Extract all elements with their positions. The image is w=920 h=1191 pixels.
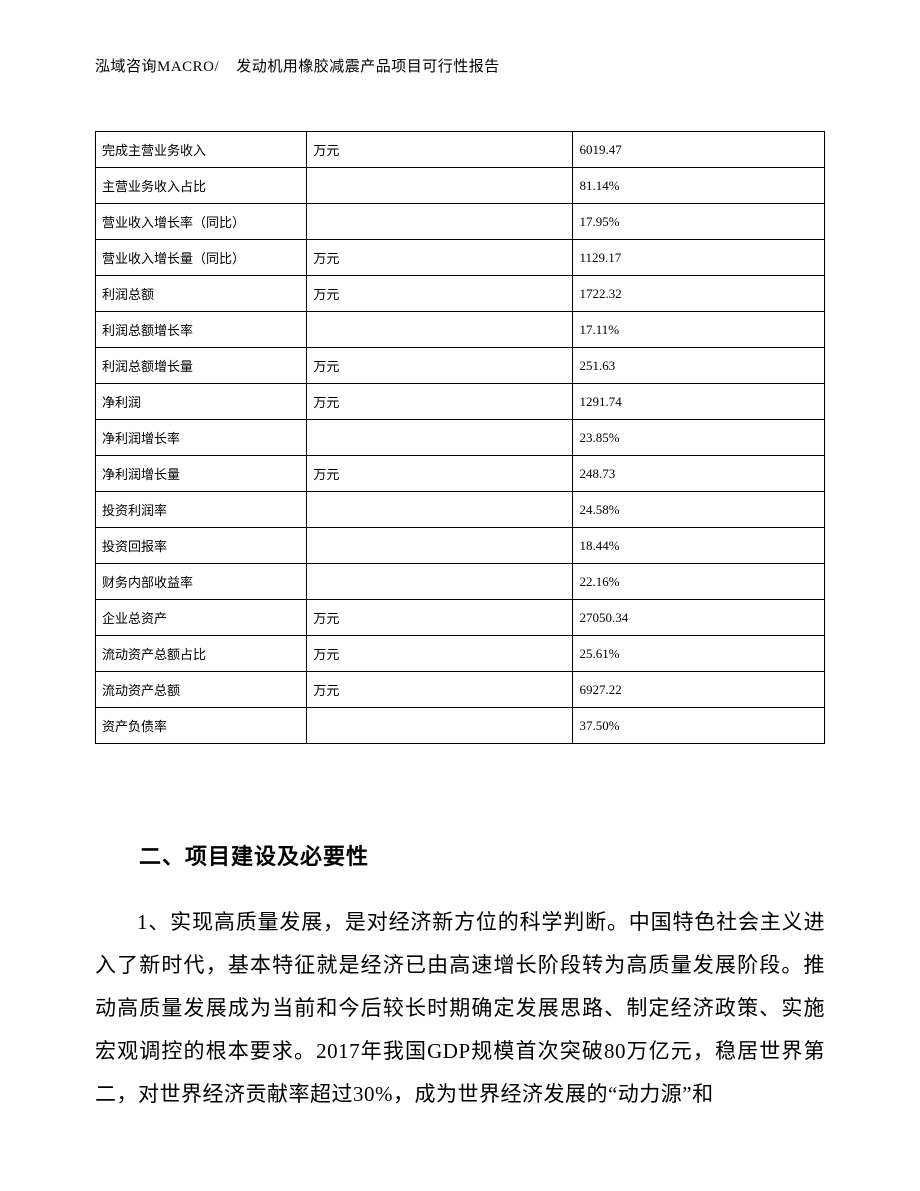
cell-unit: 万元: [307, 240, 573, 276]
cell-value: 81.14%: [573, 168, 825, 204]
cell-label: 利润总额: [96, 276, 307, 312]
cell-unit: 万元: [307, 384, 573, 420]
cell-unit: [307, 420, 573, 456]
table-row: 利润总额增长率 17.11%: [96, 312, 825, 348]
table-row: 资产负债率 37.50%: [96, 708, 825, 744]
cell-label: 企业总资产: [96, 600, 307, 636]
cell-unit: 万元: [307, 636, 573, 672]
cell-value: 1722.32: [573, 276, 825, 312]
page-header: 泓域咨询MACRO/ 发动机用橡胶减震产品项目可行性报告: [95, 55, 825, 76]
body-paragraph: 1、实现高质量发展，是对经济新方位的科学判断。中国特色社会主义进入了新时代，基本…: [95, 901, 825, 1116]
cell-label: 净利润增长量: [96, 456, 307, 492]
cell-label: 投资回报率: [96, 528, 307, 564]
table-row: 流动资产总额 万元 6927.22: [96, 672, 825, 708]
cell-value: 24.58%: [573, 492, 825, 528]
cell-value: 17.95%: [573, 204, 825, 240]
cell-value: 25.61%: [573, 636, 825, 672]
table-row: 净利润 万元 1291.74: [96, 384, 825, 420]
cell-value: 27050.34: [573, 600, 825, 636]
cell-unit: [307, 168, 573, 204]
cell-unit: 万元: [307, 456, 573, 492]
table-row: 投资回报率 18.44%: [96, 528, 825, 564]
table-row: 主营业务收入占比 81.14%: [96, 168, 825, 204]
table-row: 完成主营业务收入 万元 6019.47: [96, 132, 825, 168]
table-row: 投资利润率 24.58%: [96, 492, 825, 528]
financial-indicators-table: 完成主营业务收入 万元 6019.47 主营业务收入占比 81.14% 营业收入…: [95, 131, 825, 744]
cell-unit: 万元: [307, 600, 573, 636]
cell-label: 资产负债率: [96, 708, 307, 744]
header-title: 发动机用橡胶减震产品项目可行性报告: [236, 59, 500, 75]
cell-unit: [307, 204, 573, 240]
cell-value: 6019.47: [573, 132, 825, 168]
cell-label: 财务内部收益率: [96, 564, 307, 600]
section-heading: 二、项目建设及必要性: [95, 839, 825, 871]
cell-value: 6927.22: [573, 672, 825, 708]
cell-value: 1291.74: [573, 384, 825, 420]
table-row: 企业总资产 万元 27050.34: [96, 600, 825, 636]
cell-label: 流动资产总额占比: [96, 636, 307, 672]
cell-unit: 万元: [307, 348, 573, 384]
cell-label: 利润总额增长率: [96, 312, 307, 348]
cell-label: 流动资产总额: [96, 672, 307, 708]
cell-label: 完成主营业务收入: [96, 132, 307, 168]
cell-unit: [307, 564, 573, 600]
table-body: 完成主营业务收入 万元 6019.47 主营业务收入占比 81.14% 营业收入…: [96, 132, 825, 744]
table-row: 净利润增长率 23.85%: [96, 420, 825, 456]
cell-unit: 万元: [307, 672, 573, 708]
document-page: 泓域咨询MACRO/ 发动机用橡胶减震产品项目可行性报告 完成主营业务收入 万元…: [0, 0, 920, 1191]
cell-label: 投资利润率: [96, 492, 307, 528]
cell-value: 251.63: [573, 348, 825, 384]
cell-value: 248.73: [573, 456, 825, 492]
cell-unit: [307, 708, 573, 744]
cell-label: 净利润: [96, 384, 307, 420]
cell-value: 17.11%: [573, 312, 825, 348]
table-row: 营业收入增长率（同比） 17.95%: [96, 204, 825, 240]
cell-value: 18.44%: [573, 528, 825, 564]
table-row: 利润总额 万元 1722.32: [96, 276, 825, 312]
table-row: 利润总额增长量 万元 251.63: [96, 348, 825, 384]
cell-label: 利润总额增长量: [96, 348, 307, 384]
table-row: 净利润增长量 万元 248.73: [96, 456, 825, 492]
table-row: 流动资产总额占比 万元 25.61%: [96, 636, 825, 672]
cell-value: 22.16%: [573, 564, 825, 600]
cell-unit: [307, 528, 573, 564]
cell-unit: 万元: [307, 132, 573, 168]
cell-label: 营业收入增长率（同比）: [96, 204, 307, 240]
cell-unit: [307, 492, 573, 528]
cell-label: 主营业务收入占比: [96, 168, 307, 204]
table-row: 营业收入增长量（同比） 万元 1129.17: [96, 240, 825, 276]
table-row: 财务内部收益率 22.16%: [96, 564, 825, 600]
cell-unit: 万元: [307, 276, 573, 312]
cell-label: 净利润增长率: [96, 420, 307, 456]
cell-unit: [307, 312, 573, 348]
cell-value: 37.50%: [573, 708, 825, 744]
cell-label: 营业收入增长量（同比）: [96, 240, 307, 276]
header-org: 泓域咨询MACRO/: [95, 59, 219, 75]
cell-value: 23.85%: [573, 420, 825, 456]
cell-value: 1129.17: [573, 240, 825, 276]
